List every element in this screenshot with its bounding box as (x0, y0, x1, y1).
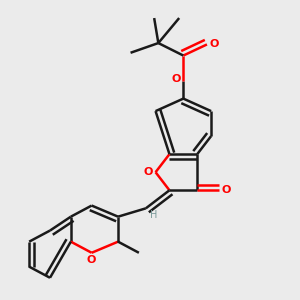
Text: O: O (222, 185, 231, 195)
Text: H: H (151, 210, 158, 220)
Text: O: O (144, 167, 153, 177)
Text: O: O (172, 74, 181, 84)
Text: O: O (87, 255, 96, 265)
Text: O: O (209, 39, 219, 50)
